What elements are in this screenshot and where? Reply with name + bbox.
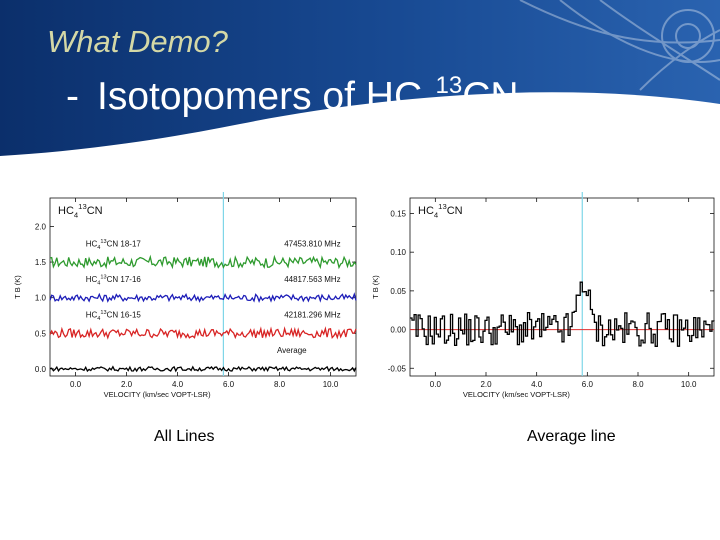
series-label-1-sup: 13	[100, 274, 106, 280]
series-label-1-base: HC	[86, 275, 98, 284]
title-prefix: Isotopomers of HC	[97, 75, 423, 118]
title-banner	[0, 0, 720, 170]
chart-title-sub: 4	[74, 210, 79, 219]
x-tick-label: 4.0	[531, 380, 543, 389]
average-spectrum-line	[410, 281, 715, 347]
series-label-0-sub: 4	[97, 245, 100, 251]
series-label-0: HC413CN 18-17	[86, 239, 142, 251]
title-superscript: 13	[435, 72, 463, 99]
series-label-2-base: HC	[86, 311, 98, 320]
x-axis-label: VELOCITY (km/sec VOPT-LSR)	[104, 390, 211, 399]
series-label-2-sub: 4	[97, 316, 100, 322]
series-label-0-base: HC	[86, 239, 98, 248]
series-line-0	[49, 254, 357, 270]
x-tick-label: 2.0	[121, 380, 133, 389]
x-tick-label: 8.0	[632, 380, 644, 389]
swirl-decoration	[519, 0, 720, 91]
x-tick-label: 4.0	[172, 380, 184, 389]
series-label-1-sub: 4	[97, 280, 100, 286]
y-tick-label: 1.5	[35, 258, 47, 267]
x-tick-label: 0.0	[70, 380, 82, 389]
chart-title-sup: 13	[78, 202, 87, 211]
plot-frame	[409, 197, 715, 377]
y-tick-label: 0.05	[390, 287, 406, 296]
caption-average-line: Average line	[527, 428, 616, 445]
series-label-2-tail: CN 16-15	[107, 311, 142, 320]
series-label-0-tail: CN 18-17	[107, 239, 142, 248]
series-label-0-sup: 13	[100, 239, 106, 245]
series-label-1-tail: CN 17-16	[107, 275, 142, 284]
chart-average-line-svg: 0.0 2.0 4.0 6.0 8.0 10.0 -0.05 0.00 0.05 0.10 0.15…	[371, 192, 715, 399]
series-freq-2: 42181.296 MHz	[284, 311, 340, 320]
chart-all-lines: 0.0 2.0 4.0 6.0 8.0 10.0 0.0 0.5 1.0 1.5 2.0 VELOCI…	[12, 188, 364, 406]
chart-title: HC413CN	[418, 202, 463, 219]
y-tick-label: 0.15	[390, 209, 406, 218]
title-dash: -	[66, 75, 79, 118]
plot-frame	[49, 197, 357, 377]
y-axis-label: T B (K)	[13, 275, 22, 299]
chart-title-sup: 13	[438, 202, 447, 211]
banner-shape	[0, 0, 720, 156]
y-tick-label: 1.0	[35, 294, 47, 303]
slide-subtitle: What Demo?	[47, 24, 228, 59]
y-tick-label: 0.5	[35, 329, 47, 338]
series-freq-1: 44817.563 MHz	[284, 275, 340, 284]
chart-title: HC413CN	[58, 202, 103, 219]
x-axis-label: VELOCITY (km/sec VOPT-LSR)	[463, 390, 570, 399]
slide-title: - Isotopomers of HC413CN	[66, 72, 519, 124]
x-tick-label: 10.0	[681, 380, 697, 389]
chart-all-lines-svg: 0.0 2.0 4.0 6.0 8.0 10.00.00.51.01.52.0VELOCI…	[13, 192, 357, 399]
x-tick-label: 8.0	[274, 380, 286, 389]
x-tick-label: 0.0	[430, 380, 442, 389]
title-subscript: 4	[422, 98, 436, 125]
chart-title-base: HC	[58, 205, 74, 217]
caption-all-lines: All Lines	[154, 428, 215, 445]
chart-average-line: 0.0 2.0 4.0 6.0 8.0 10.0 -0.05 0.00 0.05 0.10 0.15…	[370, 188, 718, 406]
title-suffix: CN	[462, 75, 519, 118]
series-label-2-sup: 13	[100, 310, 106, 316]
series-label-3: Average	[277, 346, 307, 355]
y-tick-label: -0.05	[388, 364, 407, 373]
series-line-3	[49, 365, 357, 373]
y-tick-label: 0.00	[390, 326, 406, 335]
series-line-2	[49, 326, 357, 340]
series-line-1	[49, 292, 357, 304]
x-tick-label: 10.0	[323, 380, 339, 389]
y-tick-label: 0.0	[35, 365, 47, 374]
x-tick-label: 6.0	[582, 380, 594, 389]
chart-title-base: HC	[418, 205, 434, 217]
series-freq-0: 47453.810 MHz	[284, 239, 340, 248]
chart-title-tail: CN	[87, 205, 103, 217]
y-axis-label: T B (K)	[371, 275, 380, 299]
x-tick-label: 6.0	[223, 380, 235, 389]
chart-title-sub: 4	[434, 210, 439, 219]
y-tick-label: 0.10	[390, 248, 406, 257]
series-label-2: HC413CN 16-15	[86, 310, 142, 322]
y-tick-label: 2.0	[35, 222, 47, 231]
chart-title-tail: CN	[447, 205, 463, 217]
series-label-1: HC413CN 17-16	[86, 274, 142, 286]
x-tick-label: 2.0	[480, 380, 492, 389]
